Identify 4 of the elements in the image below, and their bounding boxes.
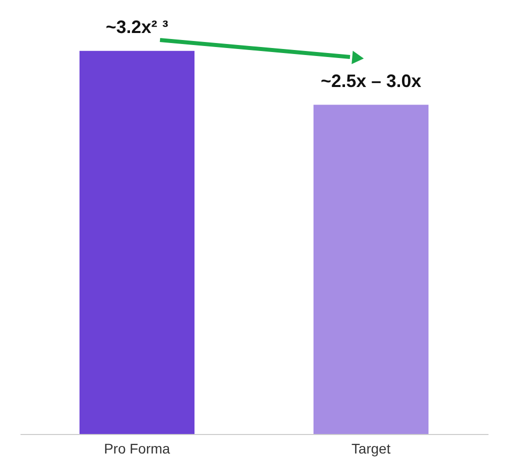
x-tick-label: Target <box>352 440 391 456</box>
data-label: ~3.2x² ³ <box>106 16 168 37</box>
data-label: ~2.5x – 3.0x <box>320 70 422 91</box>
x-tick-label: Pro Forma <box>104 440 170 456</box>
